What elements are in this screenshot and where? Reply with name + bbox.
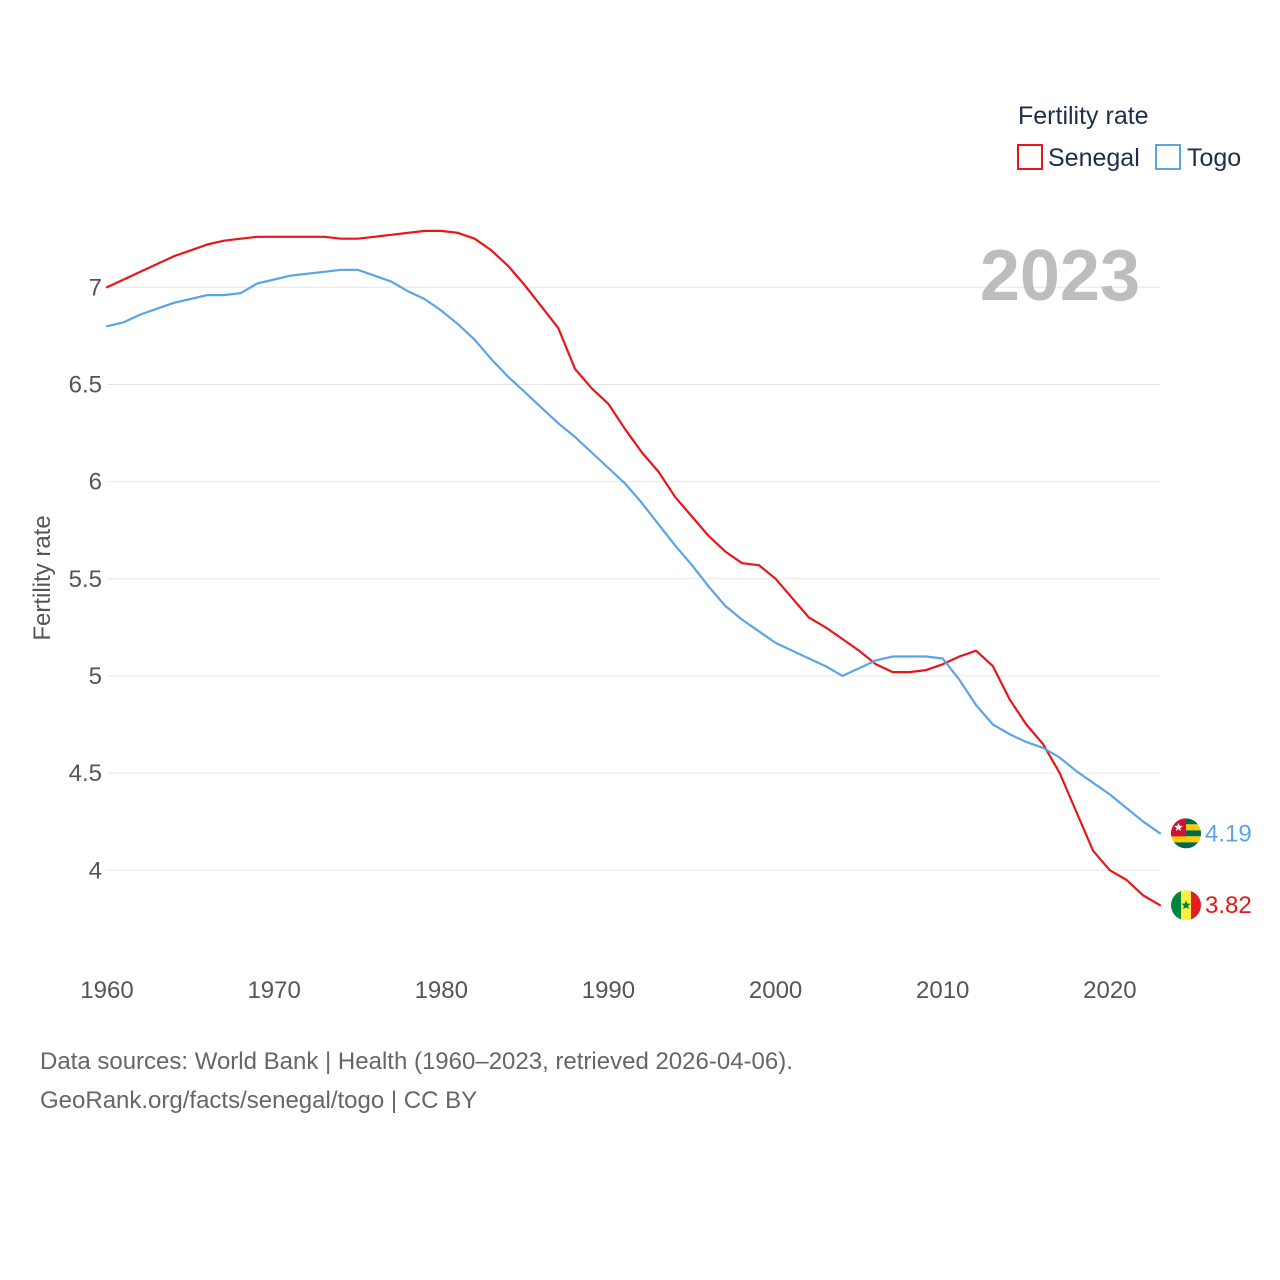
y-axis-title: Fertility rate	[29, 515, 56, 640]
y-tick-label: 5	[89, 663, 102, 690]
y-axis-ticks: 4 4.5 5 5.5 6 6.5 7	[69, 274, 102, 884]
year-label: 2023	[980, 236, 1140, 316]
legend-swatch-senegal[interactable]	[1017, 144, 1043, 170]
y-tick-label: 6.5	[69, 371, 102, 398]
togo-end-value: 4.19	[1205, 820, 1252, 847]
gridlines	[107, 286, 1160, 871]
legend-label-togo[interactable]: Togo	[1187, 144, 1241, 172]
legend-swatch-togo[interactable]	[1155, 144, 1181, 170]
fertility-rate-chart: 4 4.5 5 5.5 6 6.5 7 1960 1970 1980 1990 2000 2010 20…	[29, 102, 1252, 1004]
x-tick-label: 1990	[582, 977, 635, 1004]
legend: Fertility rate Senegal Togo	[1017, 102, 1241, 172]
series-lines	[105, 229, 1162, 907]
legend-title: Fertility rate	[1018, 102, 1149, 130]
x-axis-ticks: 1960 1970 1980 1990 2000 2010 2020	[80, 977, 1136, 1004]
series-line-togo[interactable]	[105, 268, 1162, 835]
y-tick-label: 4	[89, 857, 102, 884]
y-tick-label: 6	[89, 469, 102, 496]
x-tick-label: 1970	[247, 977, 300, 1004]
x-tick-label: 2020	[1083, 977, 1136, 1004]
data-sources-text: Data sources: World Bank | Health (1960–…	[40, 1048, 793, 1075]
x-tick-label: 2000	[749, 977, 802, 1004]
end-markers: 4.19 3.82	[1171, 818, 1252, 921]
legend-label-senegal[interactable]: Senegal	[1048, 144, 1140, 172]
x-tick-label: 1980	[415, 977, 468, 1004]
y-tick-label: 4.5	[69, 760, 102, 787]
attribution-link[interactable]: GeoRank.org/facts/senegal/togo | CC BY	[40, 1087, 478, 1114]
senegal-end-value: 3.82	[1205, 892, 1252, 919]
x-tick-label: 2010	[916, 977, 969, 1004]
footer: Data sources: World Bank | Health (1960–…	[40, 1042, 793, 1120]
series-line-senegal[interactable]	[105, 229, 1162, 907]
togo-flag-icon	[1171, 818, 1201, 849]
x-tick-label: 1960	[80, 977, 133, 1004]
y-tick-label: 7	[89, 274, 102, 301]
senegal-flag-icon	[1171, 890, 1201, 921]
y-tick-label: 5.5	[69, 566, 102, 593]
